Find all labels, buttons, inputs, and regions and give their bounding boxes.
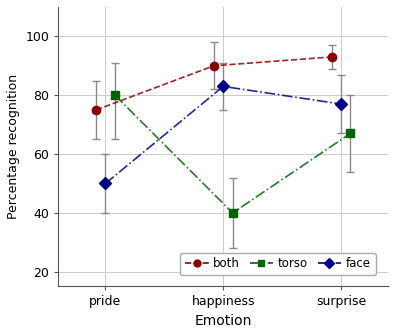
Y-axis label: Percentage recognition: Percentage recognition: [7, 74, 20, 219]
X-axis label: Emotion: Emotion: [195, 314, 252, 328]
Legend: both, torso, face: both, torso, face: [180, 253, 376, 275]
